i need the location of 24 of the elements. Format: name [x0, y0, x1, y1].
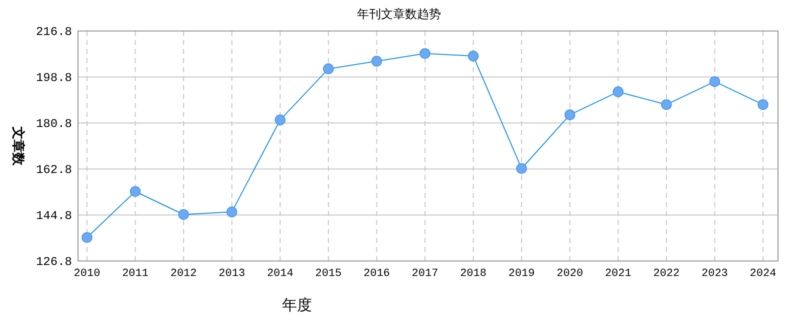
- x-tick-label: 2023: [702, 268, 728, 280]
- y-tick-label: 126.8: [36, 255, 72, 270]
- x-tick-label: 2021: [604, 268, 632, 280]
- y-tick-label: 198.8: [36, 71, 72, 86]
- x-tick-label: 2013: [218, 268, 246, 280]
- x-tick-label: 2010: [74, 268, 100, 280]
- chart-title: 年刊文章数趋势: [357, 7, 441, 21]
- x-tick-label: 2011: [122, 268, 149, 280]
- x-axis-title: 年度: [282, 296, 312, 314]
- y-tick-label: 162.8: [36, 163, 72, 178]
- y-tick-label: 216.8: [36, 25, 72, 40]
- x-tick-label: 2016: [364, 268, 390, 280]
- y-axis-title: 文章数: [10, 126, 26, 166]
- x-tick-label: 2022: [653, 268, 680, 280]
- x-tick-label: 2018: [460, 268, 486, 280]
- y-tick-label: 144.8: [36, 209, 72, 224]
- x-tick-label: 2020: [556, 268, 584, 280]
- x-tick-label: 2014: [266, 268, 294, 280]
- x-tick-label: 2024: [750, 268, 777, 280]
- x-tick-label: 2015: [315, 268, 342, 280]
- x-tick-label: 2012: [170, 268, 197, 280]
- x-tick-label: 2019: [508, 268, 535, 280]
- x-tick-label: 2017: [412, 268, 438, 280]
- y-tick-label: 180.8: [36, 117, 72, 132]
